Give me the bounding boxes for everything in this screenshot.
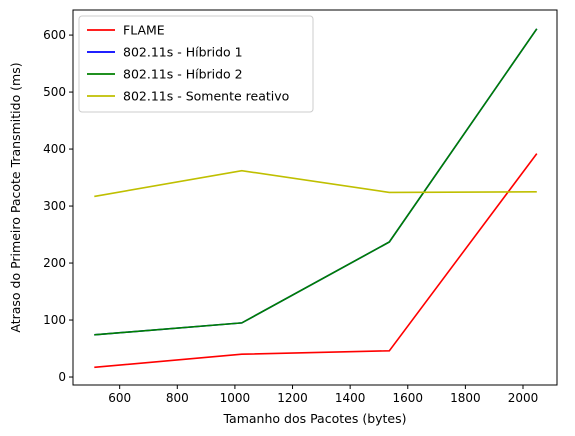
- series-line: [94, 28, 538, 336]
- legend-label: 802.11s - Híbrido 1: [123, 45, 243, 60]
- y-tick-label: 500: [43, 85, 66, 99]
- legend: FLAME 802.11s - Híbrido 1 802.11s - Híbrid…: [78, 15, 314, 113]
- y-tick-label: 300: [43, 199, 66, 213]
- plot-lines: [94, 28, 538, 369]
- x-tick-label: 2000: [508, 391, 539, 405]
- series-line: [94, 153, 538, 369]
- legend-label: 802.11s - Híbrido 2: [123, 67, 243, 82]
- x-tick-label: 1000: [220, 391, 251, 405]
- y-axis: 0 100 200 300 400 500 600: [43, 28, 73, 384]
- x-tick-label: 1600: [392, 391, 423, 405]
- x-tick-label: 1400: [335, 391, 366, 405]
- y-axis-label: Atraso do Primeiro Pacote Transmitido (m…: [8, 62, 23, 332]
- series-line: [94, 169, 537, 198]
- y-tick-label: 100: [43, 313, 66, 327]
- legend-label: 802.11s - Somente reativo: [123, 89, 289, 104]
- plot-frame: [72, 9, 558, 386]
- y-tick-label: 200: [43, 256, 66, 270]
- x-tick-label: 600: [108, 391, 131, 405]
- legend-label: FLAME: [123, 23, 165, 38]
- x-axis: 600 800 1000 1200 1400 1600 1800 2000: [108, 385, 538, 405]
- x-tick-label: 1800: [450, 391, 481, 405]
- x-axis-label: Tamanho dos Pacotes (bytes): [222, 411, 406, 426]
- y-tick-label: 0: [58, 370, 66, 384]
- x-tick-label: 1200: [277, 391, 308, 405]
- y-tick-label: 600: [43, 28, 66, 42]
- legend-box: [78, 15, 314, 113]
- y-tick-label: 400: [43, 142, 66, 156]
- x-tick-label: 800: [166, 391, 189, 405]
